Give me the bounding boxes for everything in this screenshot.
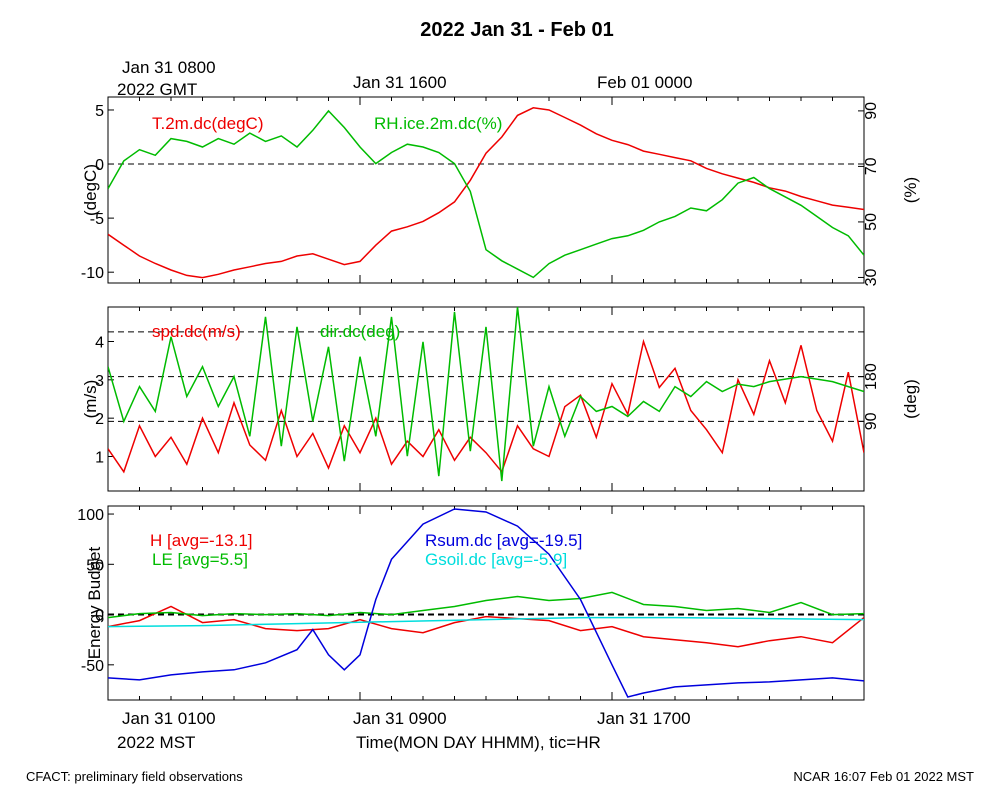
series-line-t-2m-dc-degc- — [108, 107, 864, 279]
y-axis-label-right: (%) — [901, 177, 920, 203]
legend-rsum-dc: Rsum.dc [avg=-19.5] — [425, 531, 582, 550]
top-axis-label-3: Feb 01 0000 — [597, 73, 692, 92]
y-tick-label-right: 90 — [863, 102, 880, 120]
y-tick-label-left: -50 — [81, 658, 104, 675]
y-tick-label-left: 0 — [95, 608, 104, 625]
chart-title: 2022 Jan 31 - Feb 01 — [420, 19, 613, 41]
top-axis-first-label-line2: 2022 GMT — [117, 80, 197, 99]
bottom-axis-first-label-line1: Jan 31 0100 — [122, 709, 216, 728]
bottom-axis-label-2: Jan 31 0900 — [353, 709, 447, 728]
y-tick-label-left: 5 — [95, 103, 104, 120]
legend-le: LE [avg=5.5] — [152, 550, 248, 569]
top-axis-first-label-line1: Jan 31 0800 — [122, 58, 216, 77]
legend-rh-ice-2m-dc-: RH.ice.2m.dc(%) — [374, 114, 502, 133]
y-axis-label-left: Energy Budget — [85, 546, 104, 659]
y-tick-label-right: 90 — [863, 412, 880, 430]
y-tick-label-right: 50 — [863, 213, 880, 231]
legend-t-2m-dc-degc-: T.2m.dc(degC) — [152, 114, 263, 133]
legend-dir-dc-deg-: dir.dc(deg) — [320, 322, 400, 341]
y-axis-label-left: (degC) — [81, 164, 100, 216]
y-tick-label-right: 180 — [863, 363, 880, 390]
series-line-rsum-dc — [108, 508, 864, 698]
series-line-h — [108, 605, 864, 648]
y-tick-label-left: 1 — [95, 450, 104, 467]
series-line-spd-dc-m-s- — [108, 338, 864, 474]
y-tick-label-left: -10 — [81, 265, 104, 282]
series-line-gsoil-dc — [108, 616, 864, 628]
footer-left: CFACT: preliminary field observations — [26, 769, 243, 784]
y-axis-label-right: (deg) — [901, 379, 920, 419]
x-axis-title: Time(MON DAY HHMM), tic=HR — [356, 733, 601, 752]
bottom-axis-label-3: Jan 31 1700 — [597, 709, 691, 728]
legend-gsoil-dc: Gsoil.dc [avg=-5.9] — [425, 550, 567, 569]
y-axis-label-left: (m/s) — [81, 380, 100, 419]
y-tick-label-left: 3 — [95, 373, 104, 390]
bottom-axis-first-label-line2: 2022 MST — [117, 733, 195, 752]
y-tick-label-left: 50 — [86, 557, 104, 574]
y-tick-label-left: 2 — [95, 411, 104, 428]
series-line-rh-ice-2m-dc- — [108, 109, 864, 279]
y-tick-label-right: 70 — [863, 157, 880, 175]
legend-spd-dc-m-s-: spd.dc(m/s) — [152, 322, 241, 341]
legend-h: H [avg=-13.1] — [150, 531, 253, 550]
top-axis-label-2: Jan 31 1600 — [353, 73, 447, 92]
series-line-dir-dc-deg- — [108, 307, 864, 482]
y-tick-label-left: 0 — [95, 157, 104, 174]
y-tick-label-right: 30 — [863, 268, 880, 286]
panel-wind: 4 3 2 1 (m/s) 180 90 (deg) spd.dc(m/s) dir.dc(deg… — [81, 306, 920, 492]
footer-right: NCAR 16:07 Feb 01 2022 MST — [793, 769, 974, 784]
series-line-le — [108, 591, 864, 619]
y-tick-label-left: -5 — [90, 211, 104, 228]
y-tick-label-left: 4 — [95, 335, 104, 352]
y-tick-label-left: 100 — [77, 507, 104, 524]
